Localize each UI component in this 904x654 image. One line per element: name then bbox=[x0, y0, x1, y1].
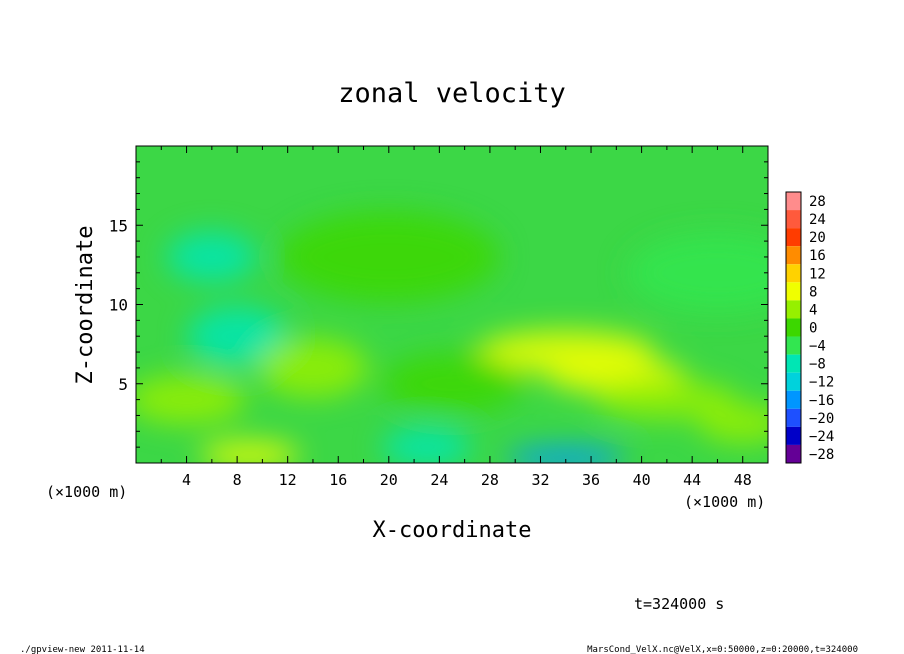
colorbar-cell bbox=[786, 318, 801, 337]
heatmap-feature bbox=[187, 306, 288, 367]
footer-left: ./gpview-new 2011-11-14 bbox=[20, 645, 145, 654]
colorbar-label: −12 bbox=[809, 375, 834, 391]
x-unit-left: (×1000 m) bbox=[46, 483, 127, 501]
x-tick-label: 36 bbox=[582, 471, 600, 489]
x-tick-label: 32 bbox=[531, 471, 549, 489]
colorbar-cell bbox=[786, 282, 801, 301]
colorbar-label: −4 bbox=[809, 339, 826, 355]
colorbar-label: 4 bbox=[809, 302, 817, 318]
x-axis-ticks: 4 8 12 16 20 24 28 32 36 40 44 48 bbox=[160, 146, 752, 489]
x-tick-label: 28 bbox=[481, 471, 499, 489]
colorbar-cell bbox=[786, 246, 801, 265]
heatmap-feature bbox=[381, 427, 472, 463]
heatmap-feature bbox=[136, 374, 247, 425]
colorbar-cell bbox=[786, 390, 801, 409]
colorbar-cell bbox=[786, 192, 801, 211]
colorbar-label: −20 bbox=[809, 411, 834, 427]
colorbar-cell bbox=[786, 336, 801, 355]
x-tick-label: 4 bbox=[182, 471, 191, 489]
colorbar-cell bbox=[786, 228, 801, 247]
y-tick-label: 5 bbox=[118, 375, 128, 394]
colorbar-label: −28 bbox=[809, 447, 834, 463]
x-tick-label: 48 bbox=[734, 471, 752, 489]
colorbar-label: −16 bbox=[809, 393, 834, 409]
x-unit-right: (×1000 m) bbox=[684, 493, 765, 511]
colorbar-label: 0 bbox=[809, 321, 817, 337]
colorbar-cell bbox=[786, 372, 801, 391]
heatmap-area bbox=[136, 146, 768, 463]
colorbar-label: 28 bbox=[809, 194, 826, 210]
x-tick-label: 8 bbox=[233, 471, 242, 489]
heatmap-feature bbox=[166, 231, 257, 282]
colorbar: 28 24 20 16 12 8 4 0 −4 −8 −12 −16 −20 −24 −28 bbox=[785, 191, 834, 464]
colorbar-cell bbox=[786, 354, 801, 373]
time-label: t=324000 s bbox=[634, 595, 724, 613]
x-tick-label: 24 bbox=[430, 471, 448, 489]
colorbar-label: 8 bbox=[809, 284, 817, 300]
heatmap-feature bbox=[475, 330, 656, 375]
x-tick-label: 44 bbox=[683, 471, 701, 489]
heatmap-feature bbox=[278, 211, 499, 302]
x-tick-label: 20 bbox=[380, 471, 398, 489]
heatmap-feature bbox=[627, 232, 768, 313]
heatmap-feature bbox=[596, 379, 737, 420]
colorbar-frame bbox=[785, 191, 802, 464]
heatmap-feature bbox=[505, 446, 626, 463]
colorbar-cell bbox=[786, 408, 801, 427]
heatmap-features bbox=[136, 211, 768, 463]
colorbar-label: 24 bbox=[809, 212, 826, 228]
x-tick-label: 16 bbox=[329, 471, 347, 489]
y-axis-label: Z-coordinate bbox=[73, 226, 98, 385]
colorbar-label: 16 bbox=[809, 248, 826, 264]
heatmap-feature bbox=[199, 441, 300, 463]
heatmap-feature bbox=[382, 353, 522, 414]
colorbar-cell bbox=[786, 300, 801, 319]
colorbar-label: −24 bbox=[809, 429, 834, 445]
colorbar-cell bbox=[786, 264, 801, 283]
colorbar-cell bbox=[786, 426, 801, 445]
colorbar-label: −8 bbox=[809, 357, 826, 373]
colorbar-cell bbox=[786, 210, 801, 229]
colorbar-cell bbox=[786, 444, 801, 463]
colorbar-label: 20 bbox=[809, 230, 826, 246]
chart-title: zonal velocity bbox=[338, 78, 566, 109]
y-axis-ticks: 5 10 15 bbox=[109, 161, 768, 448]
heatmap-feature bbox=[257, 337, 368, 398]
footer-right: MarsCond_VelX.nc@VelX,x=0:50000,z=0:2000… bbox=[587, 645, 858, 654]
x-axis-label: X-coordinate bbox=[373, 518, 532, 543]
x-tick-label: 40 bbox=[633, 471, 651, 489]
x-tick-label: 12 bbox=[279, 471, 297, 489]
y-tick-label: 10 bbox=[109, 296, 128, 315]
colorbar-label: 12 bbox=[809, 266, 826, 282]
heatmap-feature bbox=[697, 403, 768, 444]
y-tick-label: 15 bbox=[109, 216, 128, 235]
